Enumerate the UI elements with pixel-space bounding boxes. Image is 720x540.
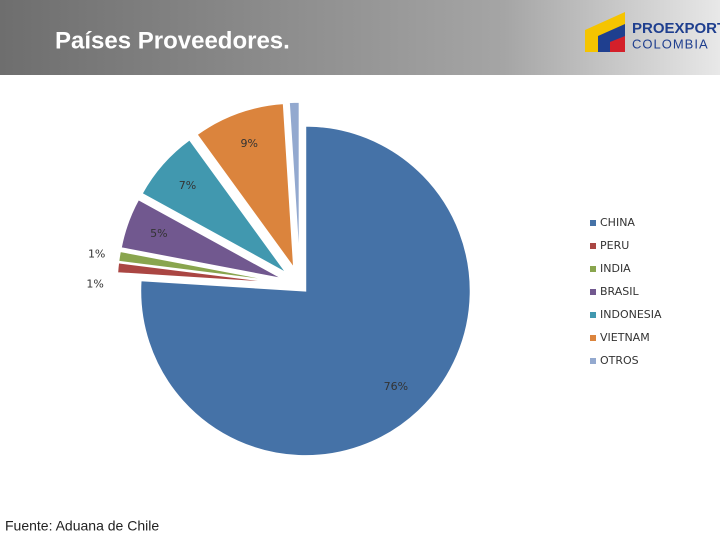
pie-slice	[140, 138, 288, 274]
legend-swatch	[590, 289, 596, 295]
source-note: Fuente: Aduana de Chile	[5, 518, 159, 534]
legend-label: PERU	[600, 239, 629, 252]
legend-label: BRASIL	[600, 285, 639, 298]
legend-label: CHINA	[600, 216, 635, 229]
pie-slice	[120, 198, 284, 280]
logo: PROEXPORT COLOMBIA	[585, 12, 720, 52]
legend-swatch	[590, 312, 596, 318]
pie-slice	[288, 101, 301, 268]
data-label: 5%	[150, 227, 167, 240]
data-label: 7%	[179, 179, 196, 192]
legend-swatch	[590, 243, 596, 249]
data-label: 1%	[86, 278, 103, 291]
legend-swatch	[590, 220, 596, 226]
legend-label: OTROS	[600, 354, 639, 367]
data-label: 1%	[88, 247, 105, 260]
legend-swatch	[590, 358, 596, 364]
logo-text: PROEXPORT	[632, 20, 720, 37]
legend-swatch	[590, 266, 596, 272]
legend-label: INDIA	[600, 262, 631, 275]
data-label: 9%	[240, 137, 257, 150]
pie-slice	[116, 261, 283, 285]
legend-swatch	[590, 335, 596, 341]
data-label: 76%	[384, 380, 408, 393]
pie-slice	[195, 102, 295, 271]
pie-slice	[139, 125, 472, 457]
legend-label: VIETNAM	[600, 331, 650, 344]
pie-slice	[117, 250, 283, 283]
legend-label: INDONESIA	[600, 308, 662, 321]
logo-text: COLOMBIA	[632, 36, 709, 51]
slide-title: Países Proveedores.	[55, 27, 290, 54]
